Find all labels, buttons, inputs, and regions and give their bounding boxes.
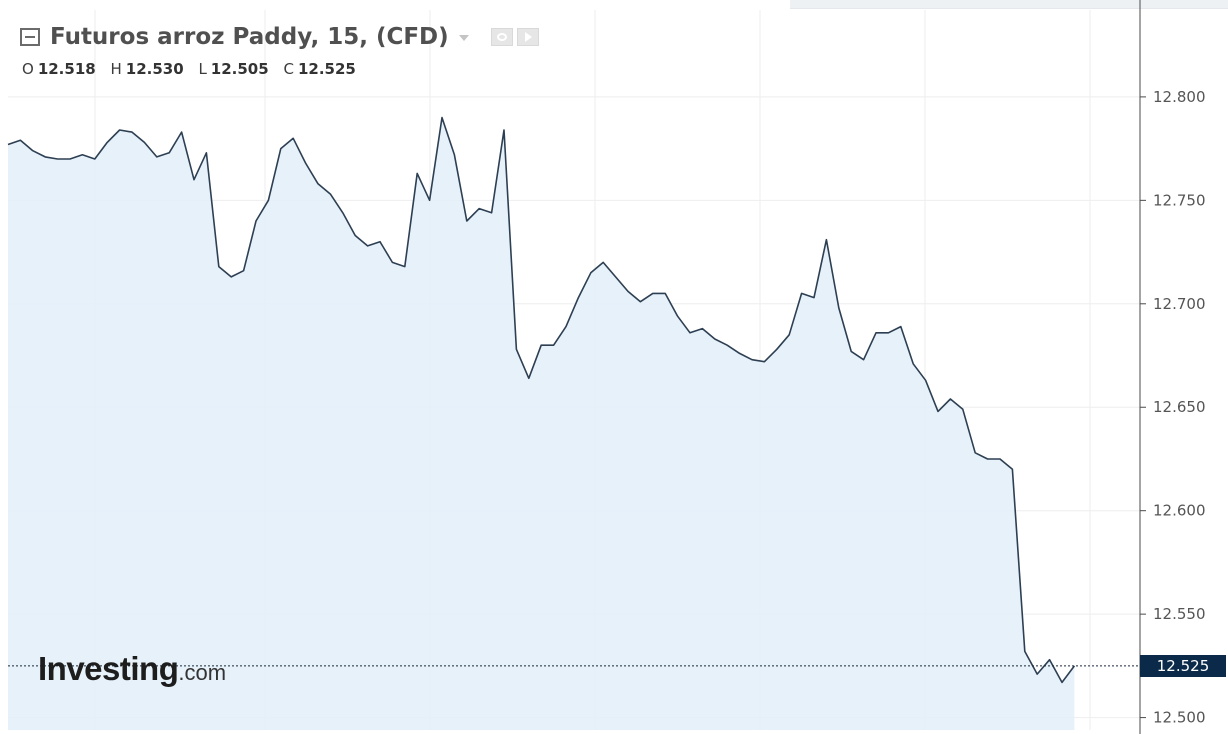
- last-price-label: 12.525: [1140, 654, 1226, 677]
- play-icon[interactable]: [516, 28, 539, 46]
- close-label: C: [283, 60, 294, 78]
- logo-suffix: .com: [178, 660, 227, 685]
- y-axis-ticks: 12.800 12.750 12.700 12.650 12.600 12.550 12.5…: [1140, 88, 1206, 727]
- y-tick-label-4: 12.600: [1153, 502, 1206, 520]
- low-label: L: [198, 60, 207, 78]
- logo-main: Investing: [38, 650, 179, 687]
- investing-logo: Investing.com: [38, 650, 226, 688]
- price-area-fill: [8, 117, 1075, 731]
- close-value: 12.525: [297, 60, 356, 78]
- open-label: O: [22, 60, 34, 78]
- ohlc-readout: O 12.518 H 12.530 L 12.505 C 12.525: [22, 60, 366, 78]
- y-tick-label-0: 12.800: [1153, 88, 1206, 106]
- chart-title: Futuros arroz Paddy, 15, (CFD): [50, 24, 449, 50]
- chart-header: Futuros arroz Paddy, 15, (CFD): [20, 22, 539, 52]
- eye-icon[interactable]: [490, 28, 513, 46]
- y-tick-label-6: 12.500: [1153, 709, 1206, 727]
- y-tick-label-3: 12.650: [1153, 398, 1206, 416]
- open-value: 12.518: [37, 60, 96, 78]
- y-tick-label-2: 12.700: [1153, 295, 1206, 313]
- price-line: [7, 116, 1076, 684]
- top-toolbar-strip: [790, 0, 1228, 9]
- low-value: 12.505: [210, 60, 269, 78]
- high-value: 12.530: [125, 60, 184, 78]
- collapse-icon[interactable]: [20, 28, 40, 46]
- y-tick-label-1: 12.750: [1153, 191, 1206, 209]
- high-label: H: [110, 60, 122, 78]
- dropdown-icon[interactable]: [458, 35, 469, 41]
- y-tick-label-5: 12.550: [1153, 605, 1206, 623]
